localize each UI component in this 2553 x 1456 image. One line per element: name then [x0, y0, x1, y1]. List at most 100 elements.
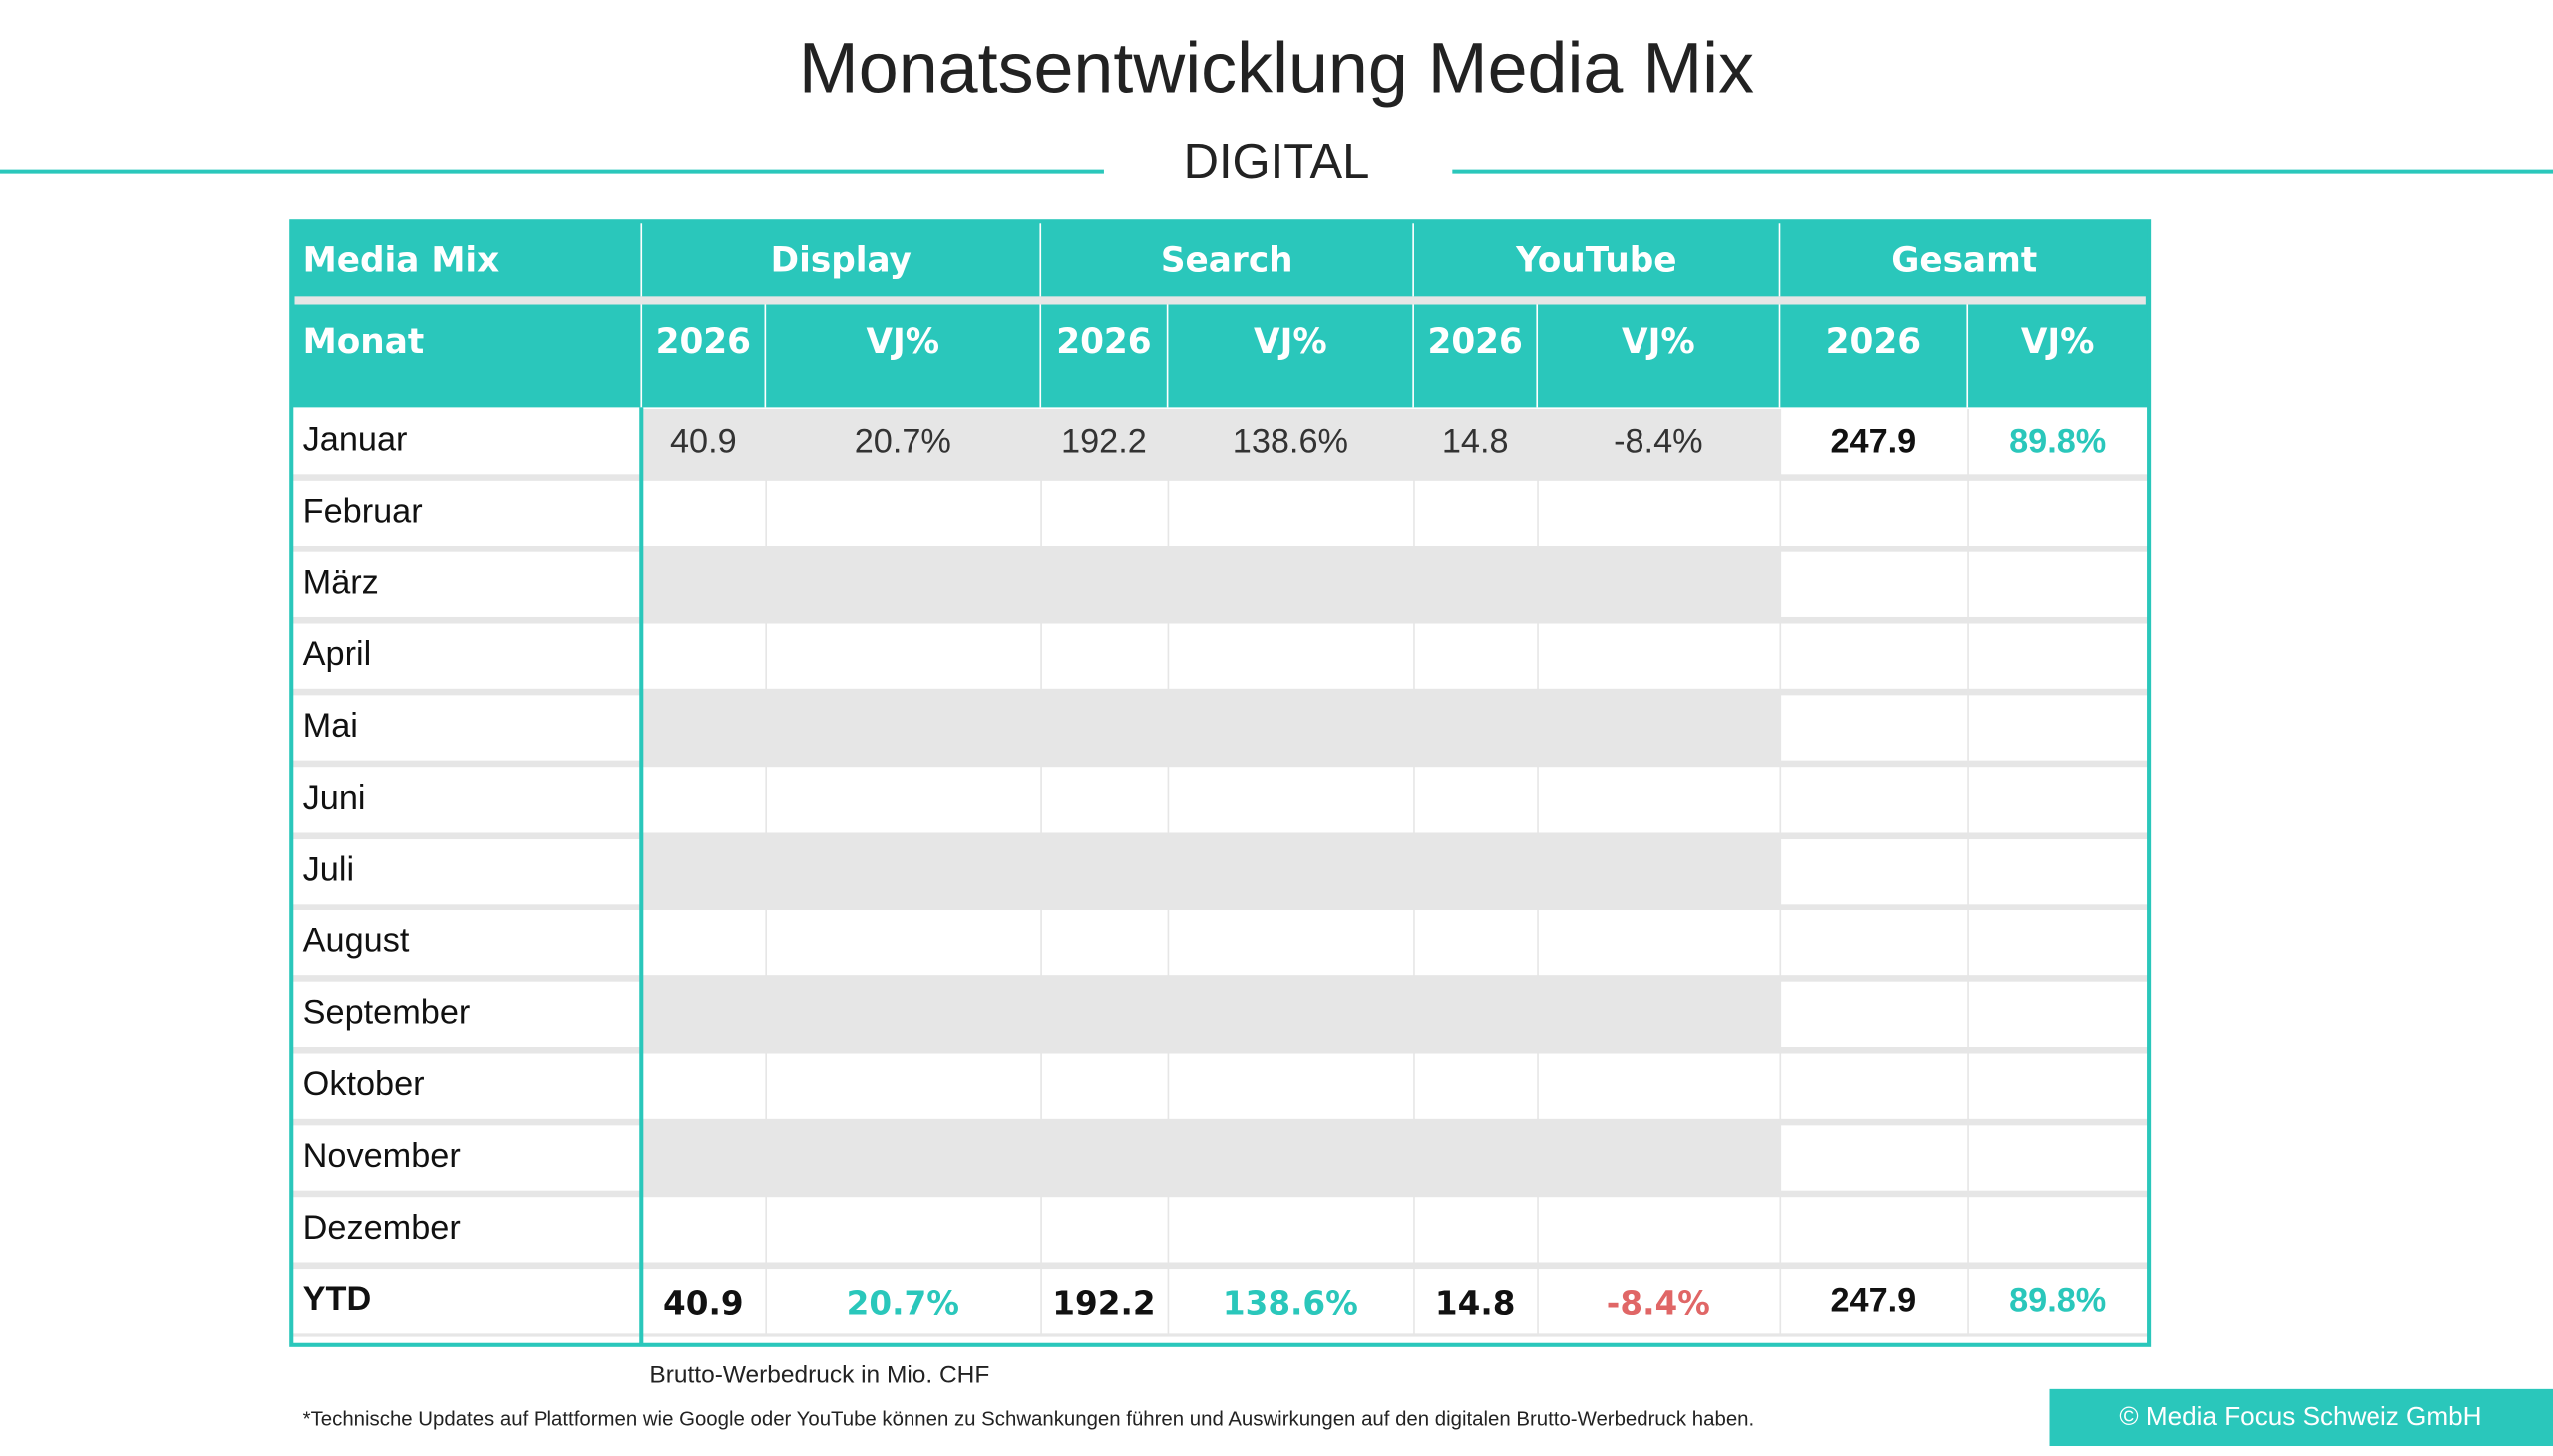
- cell-bg: [1781, 480, 1968, 546]
- row-label-bg: [291, 623, 642, 689]
- cell-bg: [1538, 910, 1780, 976]
- cell-bg: [1968, 1053, 2150, 1119]
- cell: 138.6%: [1223, 1285, 1358, 1323]
- cell-bg: [766, 767, 1041, 833]
- row-label: August: [303, 922, 410, 960]
- cell-bg: [1169, 623, 1414, 689]
- header-bg: [291, 221, 2150, 408]
- cell: 89.8%: [2009, 1281, 2106, 1319]
- cell-bg: [1968, 480, 2150, 546]
- cell: 192.2: [1052, 1285, 1155, 1323]
- cell-bg: [766, 1197, 1041, 1263]
- cell-bg: [641, 695, 766, 761]
- cell-bg: [1040, 695, 1168, 761]
- cell-bg: [1414, 1053, 1538, 1119]
- row-label-bg: [291, 1269, 642, 1334]
- cell-bg: [765, 695, 1041, 761]
- row-label-bg: [291, 1053, 642, 1119]
- cell-bg: [1040, 551, 1168, 617]
- cell-bg: [641, 839, 766, 905]
- cell-bg: [1968, 981, 2150, 1047]
- header-cell: Media Mix: [303, 241, 500, 281]
- cell-bg: [1041, 767, 1168, 833]
- cell-bg: [1414, 623, 1538, 689]
- row-label: Mai: [303, 707, 358, 745]
- cell-bg: [1781, 409, 1968, 475]
- cell-bg: [1041, 910, 1168, 976]
- header-cell: YouTube: [1515, 241, 1676, 281]
- cell-bg: [1537, 1125, 1780, 1191]
- cell-bg: [1537, 839, 1780, 905]
- cell-bg: [1414, 480, 1538, 546]
- cell: 14.8: [1435, 1285, 1516, 1323]
- cell-bg: [1040, 839, 1168, 905]
- cell-bg: [1538, 480, 1780, 546]
- cell-bg: [1781, 910, 1968, 976]
- cell-bg: [1538, 767, 1780, 833]
- cell: 138.6%: [1233, 422, 1348, 460]
- row-label-bg: [291, 981, 642, 1047]
- row-label-bg: [291, 910, 642, 976]
- cell-bg: [1041, 480, 1168, 546]
- header-cell: Gesamt: [1891, 241, 2037, 281]
- header-cell: Search: [1161, 241, 1293, 281]
- cell-bg: [1537, 409, 1780, 475]
- unit-note: Brutto-Werbedruck in Mio. CHF: [649, 1361, 989, 1388]
- cell-bg: [641, 981, 766, 1047]
- cell-bg: [1781, 1269, 1968, 1334]
- cell-bg: [1781, 981, 1968, 1047]
- cell-bg: [1169, 480, 1414, 546]
- header-cell: Display: [771, 241, 912, 281]
- row-label: Dezember: [303, 1209, 461, 1247]
- header-cell: VJ%: [2021, 322, 2095, 362]
- subtitle: DIGITAL: [1184, 135, 1370, 188]
- row-label: März: [303, 563, 379, 601]
- cell-bg: [1781, 695, 1968, 761]
- cell-bg: [1968, 551, 2150, 617]
- table: Media Mix Display Search YouTube Gesamt Monat…: [289, 219, 2152, 1347]
- cell-bg: [1167, 695, 1414, 761]
- cell-bg: [1781, 623, 1968, 689]
- cell: 20.7%: [847, 1285, 959, 1323]
- row-label-bg: [291, 551, 642, 617]
- cell-bg: [1040, 1125, 1168, 1191]
- row-label: Februar: [303, 493, 423, 531]
- title: Monatsentwicklung Media Mix: [799, 29, 1754, 109]
- header-cell: 2026: [1826, 322, 1921, 362]
- row-label-bg: [291, 409, 642, 475]
- cell-bg: [1041, 1269, 1168, 1334]
- cell-bg: [1169, 1269, 1414, 1334]
- cell-bg: [1169, 767, 1414, 833]
- cell-bg: [641, 1125, 766, 1191]
- cell-bg: [1538, 1053, 1780, 1119]
- cell-bg: [1781, 839, 1968, 905]
- header-cell: VJ%: [867, 322, 940, 362]
- cell-bg: [642, 1269, 766, 1334]
- cell: 20.7%: [855, 422, 951, 460]
- cell-bg: [642, 910, 766, 976]
- header-cell: VJ%: [1254, 322, 1327, 362]
- header-cell: VJ%: [1622, 322, 1695, 362]
- copyright-box: [2049, 1388, 2553, 1446]
- cell-bg: [1968, 1197, 2150, 1263]
- cell-bg: [1167, 409, 1414, 475]
- cell: -8.4%: [1614, 422, 1703, 460]
- header-cell: 2026: [656, 322, 751, 362]
- cell-bg: [1968, 623, 2150, 689]
- cell-bg: [1968, 839, 2150, 905]
- cell: 40.9: [663, 1285, 744, 1323]
- cell-bg: [1537, 695, 1780, 761]
- cell-bg: [1413, 551, 1538, 617]
- cell: -8.4%: [1607, 1285, 1710, 1323]
- cell-bg: [765, 1125, 1041, 1191]
- row-label: Januar: [303, 421, 408, 459]
- cell-bg: [642, 1197, 766, 1263]
- header-cell: 2026: [1056, 322, 1151, 362]
- cell-bg: [642, 480, 766, 546]
- cell-bg: [766, 1053, 1041, 1119]
- cell: 192.2: [1061, 422, 1147, 460]
- cell-bg: [1414, 1269, 1538, 1334]
- cell-bg: [1968, 409, 2150, 475]
- row-label: Juli: [303, 851, 354, 889]
